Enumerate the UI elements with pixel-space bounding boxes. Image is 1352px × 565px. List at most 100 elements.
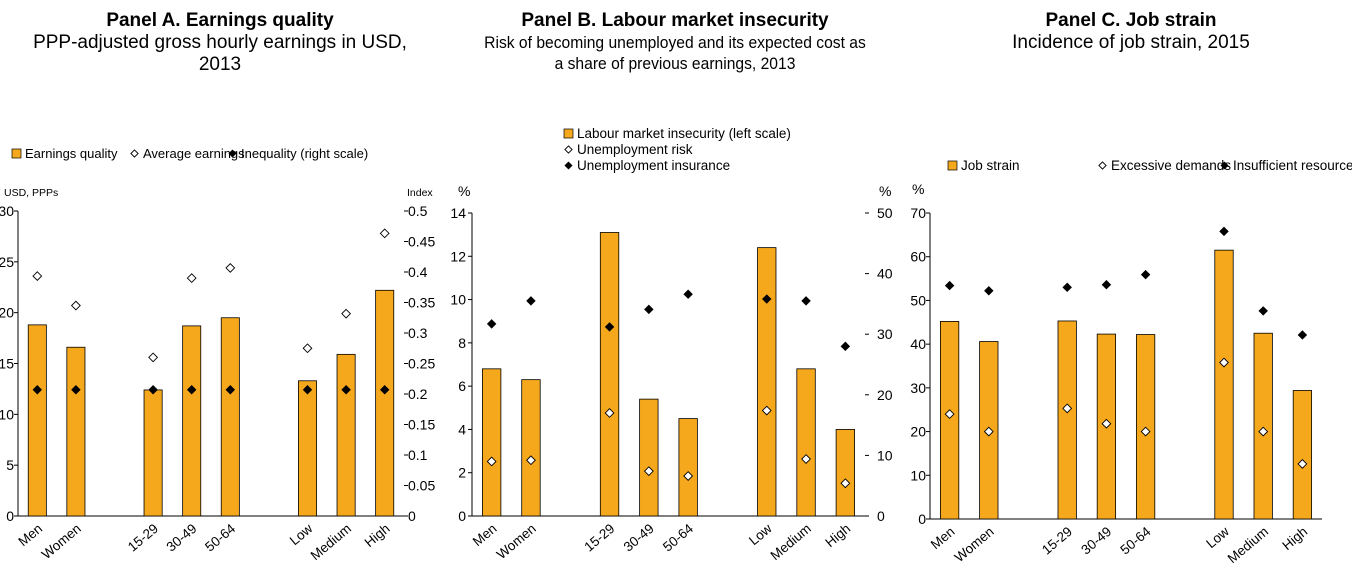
panel-a-bar-15-29 [144, 390, 162, 516]
panel-a-ytick-label: 20 [0, 305, 14, 321]
panel-a-y2tick-label: 0.3 [408, 325, 428, 341]
panel-a-y2tick-label: 0.45 [408, 234, 435, 250]
panel-b-bar-15-29 [600, 232, 618, 516]
panel-b-y2tick-label: 40 [877, 266, 893, 282]
panel-a-ytick-label: 5 [6, 457, 14, 473]
panel-c-legend-job-strain-label: Job strain [961, 158, 1020, 173]
panel-c-marker-filled-50-64 [1141, 270, 1150, 279]
panel-c-xtick-30-49: 30-49 [1078, 524, 1114, 558]
panel-b-ytick-label: 2 [458, 465, 466, 481]
panel-a-xtick-15-29: 15-29 [125, 521, 161, 555]
panel-c-bar-15-29 [1058, 321, 1076, 519]
panel-b-legend-unemployment-insurance-label: Unemployment insurance [577, 158, 730, 173]
panel-b-bar-medium [797, 369, 815, 516]
panel-c-legend-insufficient-resources-label: Insufficient resources [1233, 158, 1352, 173]
panel-a-marker-open-low [303, 344, 312, 353]
panel-a-bar-men [28, 325, 46, 516]
panel-b-bar-men [482, 369, 500, 516]
panel-a-legend-earnings-quality-swatch [12, 149, 21, 158]
panel-b-legend-unemployment-insurance-swatch [565, 162, 572, 169]
panel-a-bar-low [298, 381, 316, 516]
panel-c-xtick-50-64: 50-64 [1117, 523, 1153, 557]
panel-a-y2tick-label: 0.4 [408, 264, 428, 280]
panel-c-marker-filled-low [1220, 227, 1229, 236]
panel-a-y2tick-label: 0.2 [408, 386, 428, 402]
panel-c-marker-filled-men [945, 281, 954, 290]
panel-c-legend-job-strain-swatch [948, 161, 957, 170]
panel-a-y2tick-label: 0.35 [408, 295, 435, 311]
panel-b-y2tick-label: 50 [877, 205, 893, 221]
panel-a-xtick-50-64: 50-64 [202, 520, 238, 554]
panel-c-ytick-label: 70 [910, 205, 926, 221]
panel-b-marker-filled-medium [802, 297, 811, 306]
panel-b-ytick-label: 8 [458, 335, 466, 351]
panel-a-xtick-high: High [362, 521, 393, 550]
panel-a-xtick-women: Women [39, 521, 84, 562]
panel-a-ytick-label: 0 [6, 508, 14, 524]
panel-b-xtick-men: Men [470, 521, 500, 549]
panel-b-y2tick-label: 0 [877, 508, 885, 524]
panel-c-legend-excessive-demands-label: Excessive demands [1111, 158, 1231, 173]
panel-b-ylabel: % [458, 183, 470, 199]
panel-a-y2tick-label: 0.25 [408, 356, 435, 372]
panel-a-ytick-label: 10 [0, 406, 14, 422]
panel-c-bar-medium [1254, 333, 1272, 519]
panel-c-xtick-women: Women [952, 524, 997, 565]
panel-c-marker-filled-30-49 [1102, 280, 1111, 289]
panel-b-marker-filled-men [487, 320, 496, 329]
panel-a-bar-high [376, 290, 394, 516]
panel-a-ytick-label: 25 [0, 254, 14, 270]
panel-c-bar-high [1293, 390, 1311, 519]
panel-a-ytick-label: 15 [0, 356, 14, 372]
panel-b-marker-filled-high [841, 342, 850, 351]
panel-b-y2tick-label: 20 [877, 387, 893, 403]
panel-a-bar-medium [337, 354, 355, 516]
panel-c-ytick-label: 20 [910, 424, 926, 440]
panel-c-marker-filled-high [1298, 331, 1307, 340]
panel-c-ytick-label: 40 [910, 336, 926, 352]
panel-a-marker-open-medium [342, 309, 351, 318]
panel-c-marker-filled-women [985, 287, 994, 296]
panel-b-bar-30-49 [640, 399, 658, 516]
panel-b-ytick-label: 12 [450, 248, 466, 264]
panel-b-bar-women [522, 380, 540, 516]
panel-a-marker-open-30-49 [187, 274, 196, 283]
panel-b-ytick-label: 4 [458, 421, 466, 437]
panel-a-xtick-low: Low [287, 521, 316, 549]
panel-a-legend-earnings-quality-label: Earnings quality [25, 146, 118, 161]
panel-b-y2tick-label: 10 [877, 447, 893, 463]
panel-a-marker-open-women [72, 301, 81, 310]
panel-b-bar-50-64 [679, 419, 697, 516]
panel-b-legend-unemployment-risk-label: Unemployment risk [577, 142, 693, 157]
panel-b-xtick-50-64: 50-64 [660, 520, 696, 554]
panel-c-ytick-label: 0 [918, 511, 926, 527]
panel-a-legend-average-earnings-swatch [131, 150, 138, 157]
panel-b-marker-filled-women [527, 297, 536, 306]
panel-a-y2tick-label: 0.05 [408, 478, 435, 494]
panel-c-legend-excessive-demands-swatch [1099, 162, 1106, 169]
panel-b-xtick-high: High [822, 521, 853, 550]
panel-a-y2tick-label: 0.1 [408, 447, 428, 463]
panel-c-bar-low [1215, 250, 1233, 519]
panel-a-bar-50-64 [221, 318, 239, 516]
panel-b-marker-filled-50-64 [684, 290, 693, 299]
panel-b-y2label: % [879, 183, 891, 199]
panel-c-ylabel: % [912, 181, 924, 197]
panel-b-ytick-label: 10 [450, 292, 466, 308]
panel-c-ytick-label: 50 [910, 292, 926, 308]
panel-c-xtick-15-29: 15-29 [1039, 524, 1075, 558]
panel-c-marker-filled-medium [1259, 307, 1268, 316]
panel-b-legend-labour-market-insecurity-left-scale-label: Labour market insecurity (left scale) [577, 126, 791, 141]
panel-a-xtick-30-49: 30-49 [164, 521, 200, 555]
panel-b-xtick-30-49: 30-49 [621, 521, 657, 555]
panel-b-bar-high [836, 429, 854, 516]
panel-b-ytick-label: 0 [458, 508, 466, 524]
panel-b-y2tick-label: 30 [877, 326, 893, 342]
panel-b-marker-filled-30-49 [645, 305, 654, 314]
panel-b-legend-labour-market-insecurity-left-scale-swatch [564, 129, 573, 138]
panel-a-xtick-medium: Medium [308, 521, 354, 563]
panel-c-bar-men [940, 321, 958, 519]
panel-a-bar-women [67, 347, 85, 516]
panel-b-legend-unemployment-risk-swatch [565, 146, 572, 153]
panel-a-legend-inequality-right-scale-label: Inequality (right scale) [241, 146, 368, 161]
